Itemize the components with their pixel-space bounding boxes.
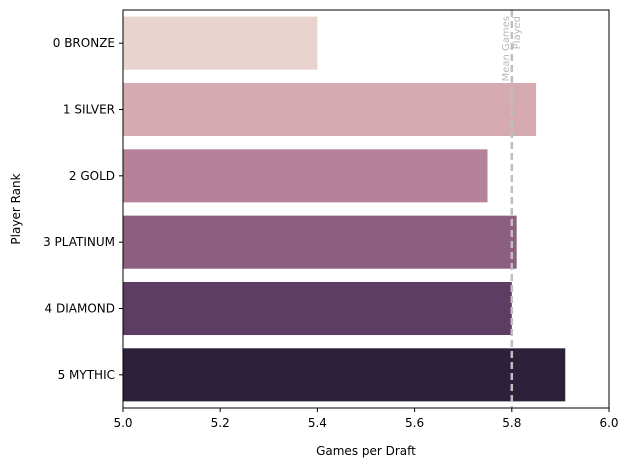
- mean-reference-label-line: Played: [512, 16, 523, 49]
- bar-5-mythic: [123, 348, 566, 402]
- bar-3-platinum: [123, 215, 517, 269]
- x-tick-label: 5.2: [211, 416, 230, 430]
- x-tick-label: 5.6: [405, 416, 424, 430]
- y-tick-label: 3 PLATINUM: [43, 235, 115, 249]
- bar-0-bronze: [123, 16, 318, 70]
- y-axis: 0 BRONZE 1 SILVER 2 GOLD 3 PLATINUM 4 DIAMON…: [43, 36, 123, 382]
- bar-2-gold: [123, 149, 488, 203]
- y-tick-label: 2 GOLD: [69, 169, 115, 183]
- x-tick-label: 5.4: [308, 416, 327, 430]
- bar-1-silver: [123, 82, 537, 137]
- mean-reference-line-group: Mean Games Played: [501, 10, 523, 408]
- x-tick-label: 5.8: [502, 416, 521, 430]
- y-tick-label: 5 MYTHIC: [58, 368, 115, 382]
- mean-reference-line-label: Mean Games Played: [501, 16, 523, 81]
- plot-frame: [122, 9, 610, 409]
- x-axis: 5.0 5.2 5.4 5.6 5.8 6.0: [113, 408, 619, 430]
- y-tick-label: 1 SILVER: [63, 103, 115, 117]
- y-tick-label: 4 DIAMOND: [45, 302, 115, 316]
- y-axis-label: Player Rank: [9, 173, 23, 244]
- mean-reference-label-line: Mean Games: [501, 16, 512, 81]
- x-axis-label: Games per Draft: [316, 444, 416, 458]
- x-tick-label: 5.0: [113, 416, 132, 430]
- y-tick-label: 0 BRONZE: [53, 36, 115, 50]
- bar-4-diamond: [123, 281, 512, 336]
- x-tick-label: 6.0: [599, 416, 618, 430]
- bars-group: [123, 16, 566, 402]
